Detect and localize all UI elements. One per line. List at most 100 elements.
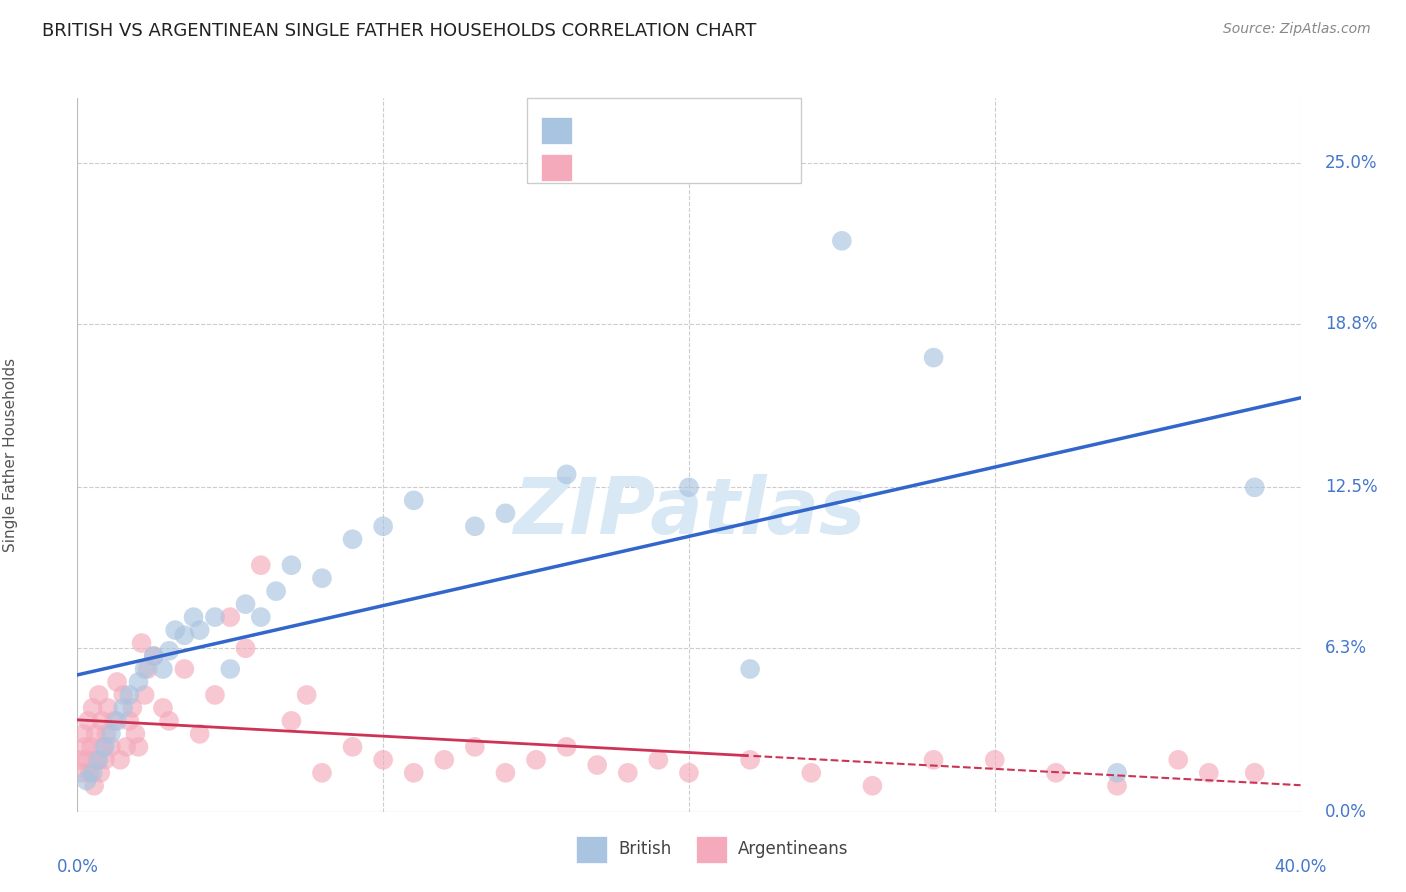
Point [1243, 480, 1265, 494]
Point [586, 758, 609, 772]
Point [112, 701, 135, 715]
Point [70, 765, 93, 780]
Point [555, 739, 578, 754]
Point [402, 765, 425, 780]
Text: 12.5%: 12.5% [1324, 478, 1378, 496]
Point [204, 688, 226, 702]
Point [922, 753, 945, 767]
Point [118, 714, 141, 728]
Text: R =  0.570   N = 36: R = 0.570 N = 36 [583, 121, 745, 139]
Point [127, 739, 149, 754]
Text: Argentineans: Argentineans [738, 840, 849, 858]
Point [105, 714, 128, 728]
Point [112, 688, 135, 702]
Point [152, 701, 174, 715]
Point [134, 688, 156, 702]
Point [219, 610, 242, 624]
Point [280, 558, 302, 573]
Point [922, 351, 945, 365]
Point [235, 641, 257, 656]
Point [82, 765, 104, 780]
Text: 0.0%: 0.0% [56, 858, 98, 877]
Point [342, 739, 364, 754]
Point [108, 753, 131, 767]
Point [115, 739, 138, 754]
Point [90, 714, 112, 728]
Point [250, 610, 273, 624]
Point [235, 597, 257, 611]
Point [740, 662, 762, 676]
Text: BRITISH VS ARGENTINEAN SINGLE FATHER HOUSEHOLDS CORRELATION CHART: BRITISH VS ARGENTINEAN SINGLE FATHER HOU… [42, 22, 756, 40]
Text: Source: ZipAtlas.com: Source: ZipAtlas.com [1223, 22, 1371, 37]
Point [86, 753, 108, 767]
Point [647, 753, 669, 767]
Point [984, 753, 1007, 767]
Point [97, 701, 120, 715]
Point [371, 753, 394, 767]
Point [1167, 753, 1189, 767]
Point [264, 584, 287, 599]
Point [72, 727, 94, 741]
Point [464, 519, 486, 533]
Point [79, 765, 101, 780]
Point [295, 688, 318, 702]
Point [142, 648, 165, 663]
Point [862, 779, 884, 793]
Point [1107, 779, 1129, 793]
Text: 6.3%: 6.3% [1324, 640, 1367, 657]
Point [134, 662, 156, 676]
Point [89, 765, 111, 780]
Point [1198, 765, 1220, 780]
Point [105, 675, 128, 690]
Text: 0.0%: 0.0% [1324, 803, 1367, 821]
Point [157, 644, 180, 658]
Point [204, 610, 226, 624]
Point [1243, 765, 1265, 780]
Point [77, 714, 100, 728]
Text: British: British [619, 840, 672, 858]
Point [219, 662, 242, 676]
Point [1045, 765, 1067, 780]
Point [91, 739, 114, 754]
Point [280, 714, 302, 728]
Point [96, 727, 118, 741]
Point [342, 533, 364, 547]
Point [100, 739, 122, 754]
Point [87, 753, 110, 767]
Point [84, 727, 107, 741]
Text: 18.8%: 18.8% [1324, 315, 1378, 333]
Point [94, 739, 117, 754]
Point [83, 779, 105, 793]
Point [118, 688, 141, 702]
Point [100, 727, 122, 741]
Point [152, 662, 174, 676]
Text: 25.0%: 25.0% [1324, 154, 1378, 172]
Text: ZIPatlas: ZIPatlas [513, 474, 865, 550]
Point [183, 610, 205, 624]
Point [131, 636, 153, 650]
Point [157, 714, 180, 728]
Point [495, 765, 517, 780]
Point [678, 765, 700, 780]
Point [173, 628, 195, 642]
Point [80, 739, 103, 754]
Point [121, 701, 143, 715]
Point [188, 623, 211, 637]
Point [188, 727, 211, 741]
Point [136, 662, 159, 676]
Point [402, 493, 425, 508]
Point [433, 753, 456, 767]
Point [464, 739, 486, 754]
Point [831, 234, 853, 248]
Point [740, 753, 762, 767]
Point [250, 558, 273, 573]
Point [311, 571, 333, 585]
Point [311, 765, 333, 780]
Point [82, 701, 104, 715]
Point [1107, 765, 1129, 780]
Point [555, 467, 578, 482]
Text: Single Father Households: Single Father Households [3, 358, 17, 552]
Point [76, 773, 98, 788]
Point [73, 739, 96, 754]
Point [103, 714, 125, 728]
